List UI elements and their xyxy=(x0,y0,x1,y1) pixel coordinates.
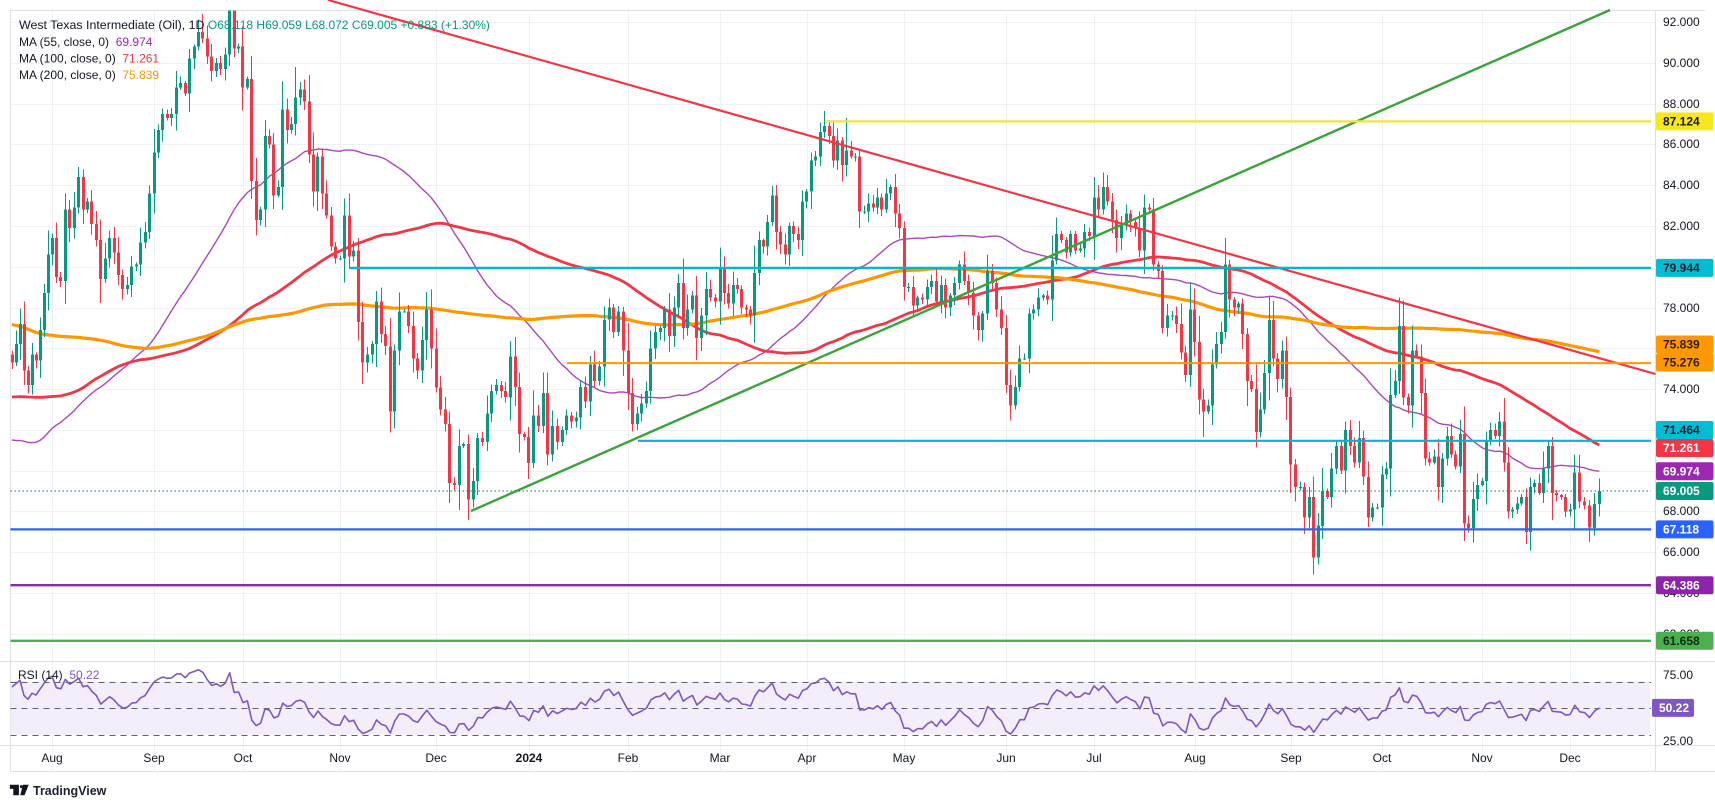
svg-text:May: May xyxy=(893,751,916,765)
svg-text:68.000: 68.000 xyxy=(1663,504,1700,518)
svg-text:West Texas Intermediate (Oil),: West Texas Intermediate (Oil), 1D O68.11… xyxy=(19,18,490,32)
svg-text:50.22: 50.22 xyxy=(1659,701,1689,715)
svg-text:Aug: Aug xyxy=(1184,751,1205,765)
svg-text:88.000: 88.000 xyxy=(1663,97,1700,111)
svg-text:MA (200, close, 0) 75.839: MA (200, close, 0) 75.839 xyxy=(19,68,159,82)
svg-text:MA (100, close, 0) 71.261: MA (100, close, 0) 71.261 xyxy=(19,52,159,66)
svg-text:Feb: Feb xyxy=(618,751,639,765)
svg-text:74.000: 74.000 xyxy=(1663,382,1700,396)
svg-text:Mar: Mar xyxy=(710,751,731,765)
svg-text:86.000: 86.000 xyxy=(1663,137,1700,151)
svg-text:Oct: Oct xyxy=(234,751,253,765)
svg-text:Aug: Aug xyxy=(41,751,62,765)
svg-text:Sep: Sep xyxy=(1280,751,1302,765)
svg-text:75.839: 75.839 xyxy=(1663,338,1700,352)
svg-text:69.005: 69.005 xyxy=(1663,484,1700,498)
svg-text:84.000: 84.000 xyxy=(1663,178,1700,192)
svg-text:64.386: 64.386 xyxy=(1663,578,1700,592)
svg-text:79.944: 79.944 xyxy=(1663,261,1700,275)
svg-text:66.000: 66.000 xyxy=(1663,545,1700,559)
svg-text:82.000: 82.000 xyxy=(1663,219,1700,233)
svg-text:71.261: 71.261 xyxy=(1663,441,1700,455)
svg-text:78.000: 78.000 xyxy=(1663,301,1700,315)
svg-text:2024: 2024 xyxy=(516,751,543,765)
svg-text:Apr: Apr xyxy=(798,751,817,765)
svg-text:90.000: 90.000 xyxy=(1663,56,1700,70)
svg-text:Nov: Nov xyxy=(1471,751,1492,765)
svg-text:25.00: 25.00 xyxy=(1663,734,1693,748)
svg-text:67.118: 67.118 xyxy=(1663,523,1699,537)
svg-text:Dec: Dec xyxy=(425,751,446,765)
svg-text:87.124: 87.124 xyxy=(1663,115,1700,129)
svg-text:75.00: 75.00 xyxy=(1663,668,1693,682)
svg-text:69.974: 69.974 xyxy=(1663,464,1700,478)
svg-text:Oct: Oct xyxy=(1373,751,1392,765)
svg-text:Dec: Dec xyxy=(1559,751,1580,765)
svg-text:Jun: Jun xyxy=(996,751,1015,765)
svg-text:61.658: 61.658 xyxy=(1663,634,1700,648)
svg-text:71.464: 71.464 xyxy=(1663,423,1700,437)
svg-text:Sep: Sep xyxy=(143,751,165,765)
svg-text:RSI (14) 50.22: RSI (14) 50.22 xyxy=(18,668,100,682)
svg-text:Nov: Nov xyxy=(329,751,350,765)
svg-text:MA (55, close, 0) 69.974: MA (55, close, 0) 69.974 xyxy=(19,35,153,49)
svg-text:75.276: 75.276 xyxy=(1663,356,1700,370)
svg-text:Jul: Jul xyxy=(1086,751,1101,765)
svg-text:92.000: 92.000 xyxy=(1663,15,1700,29)
svg-text:TradingView: TradingView xyxy=(33,784,107,798)
